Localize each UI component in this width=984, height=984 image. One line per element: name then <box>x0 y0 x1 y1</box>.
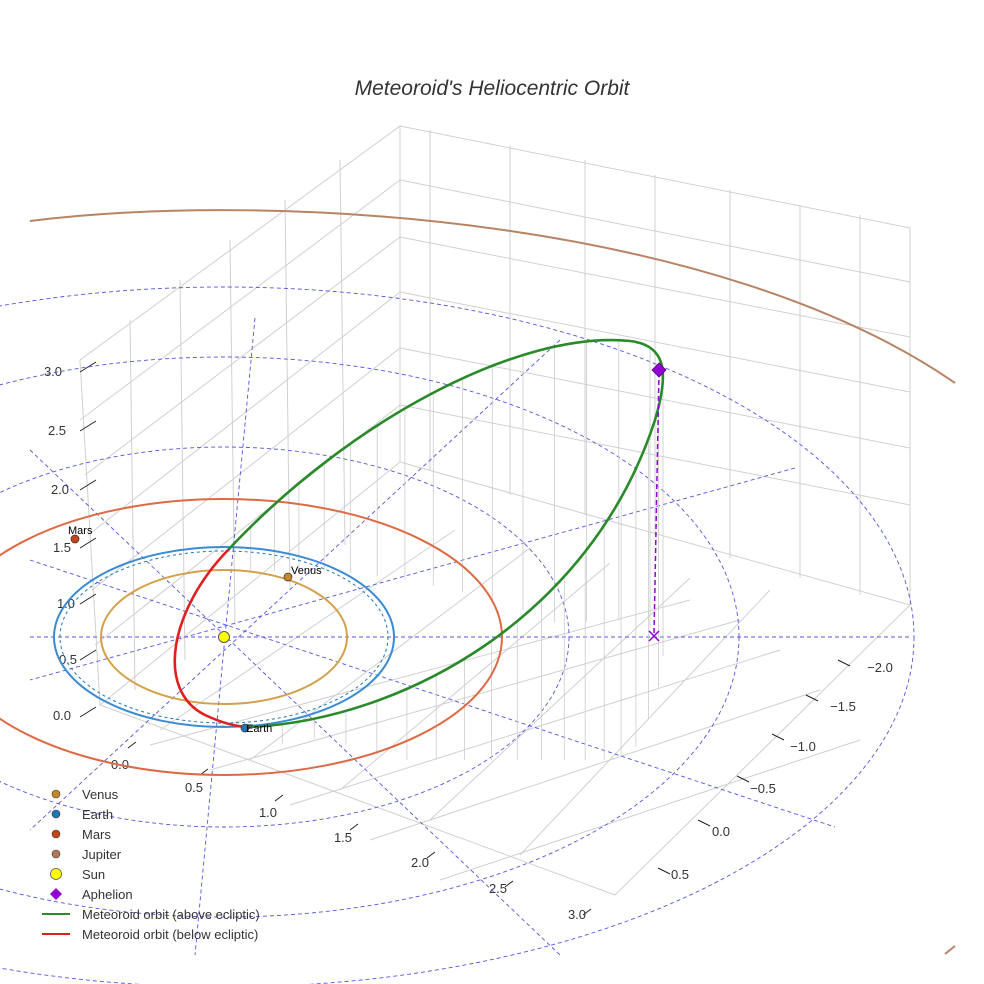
planet-orbits <box>0 209 956 955</box>
x-tick-mark-2 <box>274 794 284 802</box>
y-tick-label-1: −1.5 <box>830 699 856 714</box>
legend-earth-label: Earth <box>82 807 113 822</box>
ecliptic-ring-3 <box>0 286 915 984</box>
aphelion-projection <box>648 362 667 642</box>
aphelion-drop-line <box>653 371 660 637</box>
legend: Venus Earth Mars Jupiter Sun Aphelion Me… <box>42 787 260 942</box>
aphelion-marker <box>651 362 667 378</box>
aphelion-ecliptic-cross <box>648 630 660 642</box>
z-tick-mark-1 <box>79 649 97 661</box>
ecliptic-grid <box>0 286 915 984</box>
meteoroid-drop-lines <box>250 340 664 760</box>
earth-orbit <box>53 546 395 728</box>
legend-jupiter-swatch <box>51 849 61 859</box>
z-tick-label-1: 0.5 <box>59 652 77 667</box>
y-tick-label-5: 0.5 <box>671 867 689 882</box>
bodies: Venus Earth Mars <box>68 525 322 735</box>
legend-sun-label: Sun <box>82 867 105 882</box>
y-tick-mark-0 <box>837 659 851 667</box>
x-tick-mark-0 <box>127 741 137 749</box>
ecliptic-spoke-2 <box>194 317 256 956</box>
legend-mars-label: Mars <box>82 827 111 842</box>
meteoroid-orbit-below <box>173 549 251 729</box>
legend-aphelion-swatch <box>50 888 62 900</box>
legend-orbit-above-label: Meteoroid orbit (above ecliptic) <box>82 907 260 922</box>
z-tick-label-3: 1.5 <box>53 540 71 555</box>
legend-sun-swatch <box>50 868 62 880</box>
x-tick-label-3: 1.5 <box>334 830 352 845</box>
sun-marker <box>218 631 230 643</box>
earth-orbit-dashed <box>59 550 389 724</box>
ecliptic-spoke-4 <box>29 339 561 831</box>
mars-orbit <box>0 498 503 776</box>
earth-label: Earth <box>246 723 272 735</box>
ecliptic-spoke-5 <box>29 467 796 681</box>
y-tick-label-4: 0.0 <box>712 824 730 839</box>
x-tick-mark-4 <box>426 851 436 859</box>
y-tick-label-2: −1.0 <box>790 739 816 754</box>
y-tick-label-3: −0.5 <box>750 781 776 796</box>
legend-jupiter-label: Jupiter <box>82 847 122 862</box>
ecliptic-spoke-3 <box>29 449 561 956</box>
x-tick-label-1: 0.5 <box>185 780 203 795</box>
axis-ticks <box>79 361 851 916</box>
left-wall-grid <box>79 125 401 707</box>
legend-mars-swatch <box>51 829 61 839</box>
venus-marker <box>283 572 293 582</box>
z-tick-mark-3 <box>79 537 97 549</box>
axis-grid <box>79 125 911 896</box>
venus-orbit <box>100 569 348 705</box>
y-tick-mark-1 <box>805 694 819 702</box>
z-tick-label-5: 2.5 <box>48 423 66 438</box>
x-tick-mark-5 <box>504 880 514 888</box>
ecliptic-spoke-6 <box>29 559 836 828</box>
z-tick-label-6: 3.0 <box>44 364 62 379</box>
z-tick-mark-4 <box>79 479 97 491</box>
x-tick-label-6: 3.0 <box>568 907 586 922</box>
jupiter-orbit-lower <box>944 945 956 955</box>
tick-labels: 0.0 0.5 1.0 1.5 2.0 2.5 3.0 0.0 0.5 1.0 … <box>44 364 893 922</box>
chart-title: Meteoroid's Heliocentric Orbit <box>355 77 631 100</box>
x-tick-label-2: 1.0 <box>259 805 277 820</box>
jupiter-orbit <box>29 209 956 384</box>
y-tick-mark-4 <box>697 819 711 827</box>
x-tick-mark-6 <box>582 908 592 916</box>
x-tick-label-5: 2.5 <box>489 881 507 896</box>
meteoroid-orbit <box>173 338 665 729</box>
x-tick-label-4: 2.0 <box>411 855 429 870</box>
y-tick-label-0: −2.0 <box>867 660 893 675</box>
y-tick-mark-3 <box>736 775 750 783</box>
legend-orbit-below-label: Meteoroid orbit (below ecliptic) <box>82 927 258 942</box>
z-tick-label-4: 2.0 <box>51 482 69 497</box>
z-tick-mark-5 <box>79 420 97 432</box>
y-tick-mark-5 <box>657 867 671 875</box>
z-tick-mark-0 <box>79 706 97 718</box>
venus-label: Venus <box>291 565 322 577</box>
z-tick-mark-6 <box>79 361 97 373</box>
x-tick-mark-3 <box>349 823 359 831</box>
z-tick-label-0: 0.0 <box>53 708 71 723</box>
mars-label: Mars <box>68 525 93 537</box>
back-wall-grid <box>399 125 911 606</box>
legend-venus-swatch <box>51 789 61 799</box>
legend-venus-label: Venus <box>82 787 119 802</box>
mars-marker <box>70 534 80 544</box>
y-tick-mark-2 <box>771 733 785 741</box>
floor-grid <box>99 529 911 896</box>
earth-marker <box>240 723 250 733</box>
meteoroid-orbit-above <box>227 338 665 729</box>
legend-aphelion-label: Aphelion <box>82 887 133 902</box>
legend-earth-swatch <box>51 809 61 819</box>
z-tick-mark-2 <box>79 593 97 605</box>
